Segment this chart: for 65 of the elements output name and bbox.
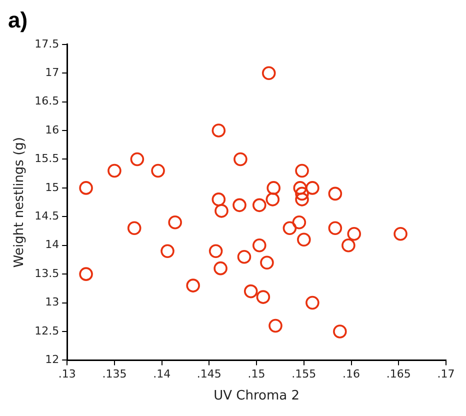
x-tick-label: .145: [196, 368, 222, 381]
point: [186, 278, 200, 292]
x-tick-label: .14: [153, 368, 171, 381]
point: [293, 181, 308, 195]
point: [256, 290, 270, 304]
point: [252, 238, 266, 252]
point: [214, 261, 228, 276]
point: [262, 66, 276, 80]
point: [333, 324, 347, 338]
point: [237, 250, 252, 264]
y-tick-label: 14: [45, 238, 60, 252]
point: [297, 232, 311, 247]
point: [79, 181, 93, 195]
y-tick-label: 15.5: [34, 152, 60, 166]
point: [232, 198, 246, 212]
point: [168, 215, 182, 230]
point: [347, 226, 362, 241]
x-tick-label: .165: [386, 368, 411, 381]
point: [208, 244, 223, 258]
x-tick-label: .135: [102, 368, 127, 381]
point: [151, 164, 165, 178]
point: [244, 284, 258, 298]
x-tick-label: .17: [437, 368, 455, 381]
y-tick-label: 16.5: [34, 94, 60, 108]
x-tick-label: .15: [248, 368, 266, 381]
point: [306, 181, 320, 195]
y-tick-label: 15: [45, 180, 60, 194]
chart-title: a): [8, 7, 28, 32]
point: [212, 192, 226, 206]
point: [306, 296, 320, 310]
point: [282, 221, 297, 236]
y-tick-label: 12.5: [34, 324, 60, 338]
y-tick-label: 17: [45, 66, 60, 79]
point: [234, 152, 248, 166]
y-tick-label: 14.5: [34, 210, 60, 223]
point: [295, 186, 309, 201]
y-tick-label: 13.5: [34, 266, 60, 280]
x-axis-title: UV Chroma 2: [214, 388, 300, 404]
y-tick-label: 12: [45, 353, 60, 366]
point: [79, 267, 93, 281]
point: [127, 221, 142, 236]
y-tick-label: 17.5: [34, 37, 60, 50]
point: [130, 152, 144, 166]
point: [342, 238, 356, 252]
y-tick-label: 13: [45, 296, 60, 309]
point: [394, 226, 408, 241]
point: [292, 215, 306, 230]
point: [214, 204, 228, 218]
y-axis-title: Weight nestlings (g): [12, 137, 28, 268]
x-tick-label: .16: [342, 368, 360, 381]
point: [252, 198, 266, 212]
point: [268, 318, 282, 333]
point: [328, 186, 342, 201]
point: [160, 244, 174, 258]
x-tick-label: .13: [58, 368, 76, 381]
point: [295, 192, 309, 206]
point: [260, 256, 274, 270]
point: [266, 181, 280, 195]
y-tick-label: 16: [45, 123, 60, 136]
point: [212, 124, 226, 138]
x-tick-label: .155: [292, 368, 316, 381]
point: [266, 192, 280, 206]
point: [108, 164, 122, 178]
point: [295, 164, 309, 178]
point: [328, 221, 342, 236]
